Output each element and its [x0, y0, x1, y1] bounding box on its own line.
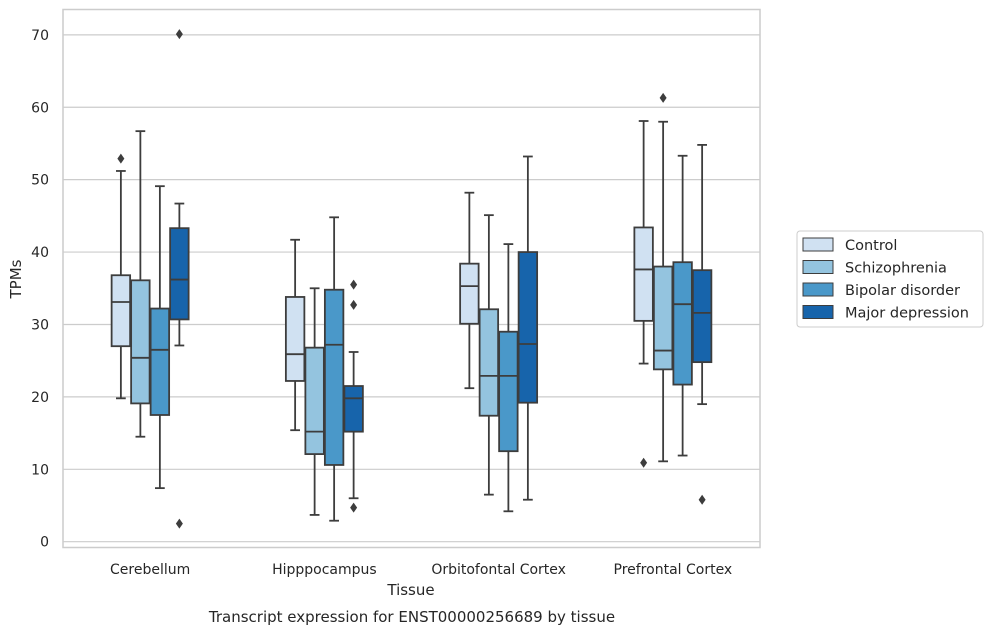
y-tick-labels: 0 10 20 30 40 50 60 70: [31, 28, 49, 551]
box-iqr: [498, 330, 519, 453]
box-major-depression: [691, 144, 713, 505]
legend-label: Schizophrenia: [845, 261, 947, 277]
y-tick-label: 10: [31, 462, 49, 478]
legend-label: Control: [845, 238, 897, 254]
box-major-depression: [343, 279, 364, 513]
y-tick-label: 70: [31, 28, 49, 44]
y-tick-label: 30: [31, 317, 49, 333]
box-groups: [110, 29, 713, 529]
y-tick-label: 40: [31, 245, 49, 261]
box-iqr: [633, 226, 654, 322]
box-iqr: [149, 307, 171, 416]
box-bipolar-disorder: [149, 185, 171, 490]
y-tick-label: 0: [40, 535, 49, 551]
y-tick-label: 50: [31, 173, 49, 189]
box-bipolar-disorder: [323, 216, 345, 522]
box-iqr: [691, 269, 713, 364]
legend-label: Major depression: [845, 306, 969, 322]
box-schizophrenia: [304, 287, 325, 516]
x-tick-label: Hipppocampus: [272, 562, 377, 578]
x-tick-label: Orbitofontal Cortex: [431, 562, 566, 578]
x-tick-label: Cerebellum: [110, 562, 190, 578]
legend-frame: [796, 230, 984, 328]
box-iqr: [304, 346, 325, 455]
outlier-point: [117, 153, 125, 164]
outlier-point: [175, 29, 183, 40]
box-iqr: [169, 227, 190, 321]
box-bipolar-disorder: [498, 243, 519, 513]
outlier-point: [350, 502, 358, 513]
legend: Control Schizophrenia Bipolar disorder Majo…: [796, 230, 984, 328]
box-control: [110, 153, 132, 400]
box-control: [284, 238, 306, 432]
legend-swatch: [802, 237, 834, 252]
box-iqr: [130, 279, 151, 405]
outlier-point: [350, 299, 358, 310]
y-axis-label: TPMs: [7, 259, 25, 299]
legend-swatch: [802, 282, 834, 297]
box-schizophrenia: [652, 92, 674, 463]
box-iqr: [478, 308, 500, 417]
box-iqr: [110, 274, 132, 348]
y-tick-label: 60: [31, 100, 49, 116]
box-iqr: [284, 296, 306, 382]
legend-label: Bipolar disorder: [845, 283, 960, 299]
box-schizophrenia: [478, 214, 500, 496]
box-iqr: [517, 251, 539, 404]
box-iqr: [459, 262, 480, 325]
outlier-point: [640, 457, 648, 468]
box-iqr: [672, 261, 693, 386]
box-major-depression: [517, 155, 539, 501]
outlier-point: [659, 92, 667, 103]
y-tick-label: 20: [31, 390, 49, 406]
box-iqr: [343, 385, 364, 433]
plot-frame: [62, 8, 761, 549]
box-iqr: [652, 265, 674, 371]
box-schizophrenia: [130, 130, 151, 438]
box-control: [633, 120, 654, 468]
outlier-point: [175, 518, 183, 529]
legend-swatch: [802, 305, 834, 319]
box-iqr: [323, 288, 345, 466]
box-control: [459, 191, 480, 390]
box-major-depression: [169, 29, 190, 529]
outlier-point: [350, 279, 358, 290]
outlier-point: [698, 494, 706, 505]
chart-caption: Transcript expression for ENST0000025668…: [208, 608, 615, 626]
legend-swatch: [802, 260, 834, 274]
box-bipolar-disorder: [672, 154, 693, 457]
x-tick-label: Prefrontal Cortex: [614, 562, 733, 578]
x-axis-label: Tissue: [386, 581, 434, 599]
x-tick-labels: Cerebellum Hipppocampus Orbitofontal Corte…: [110, 562, 732, 578]
